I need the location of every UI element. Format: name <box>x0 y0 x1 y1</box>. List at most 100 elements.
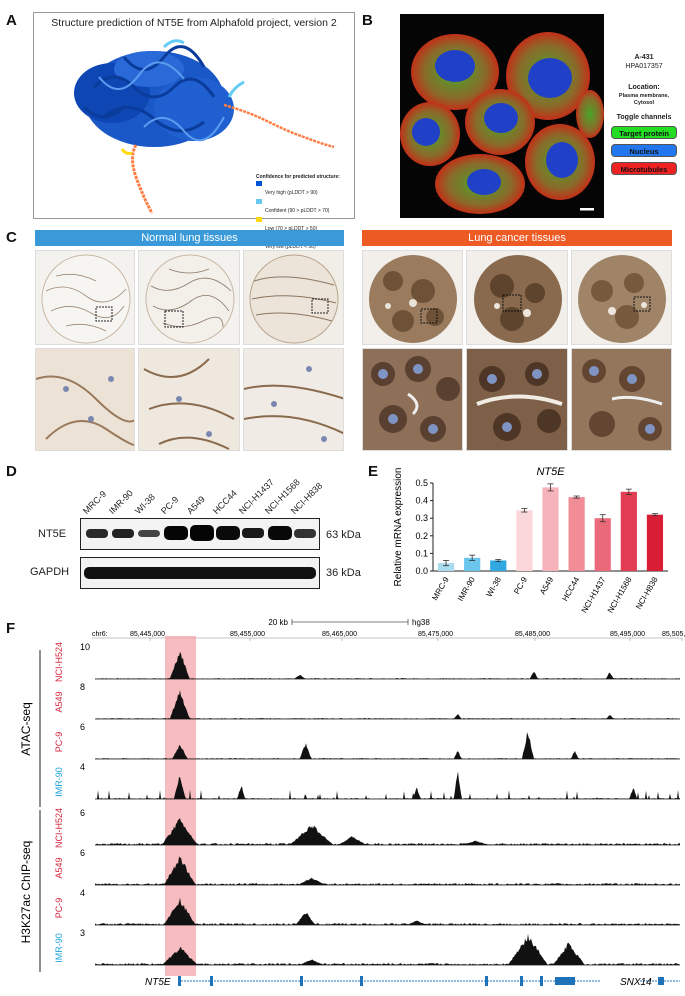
target-protein-toggle[interactable]: Target protein <box>611 126 677 139</box>
atac-seq-label: ATAC-seq <box>19 702 33 756</box>
legend-item: Low (70 > pLDDT > 50) <box>256 217 356 235</box>
track-cell-label: NCI-H524 <box>54 808 64 848</box>
track-cell-label: IMR-90 <box>54 767 64 797</box>
coordinate-label: 85,475,000 <box>418 631 453 638</box>
chart-title: NT5E <box>536 466 565 478</box>
gene-exon <box>555 977 575 985</box>
microtubules-toggle[interactable]: Microtubules <box>611 162 677 175</box>
gene-label-snx14: SNX14 <box>620 977 652 988</box>
tissue-zoom-image <box>243 348 344 451</box>
gene-exon <box>658 977 664 985</box>
blot-sample-label: MRC-9 <box>80 488 109 516</box>
nucleus-toggle[interactable]: Nucleus <box>611 144 677 157</box>
bar <box>516 510 533 571</box>
y-tick-label: 0.1 <box>415 548 428 558</box>
track-cell-label: A549 <box>54 857 64 878</box>
panel-e-label: E <box>368 463 379 480</box>
nt5e-blot <box>80 518 320 550</box>
y-tick-label: 0.4 <box>415 496 428 506</box>
track-max-label: 10 <box>80 642 90 652</box>
gene-exon <box>300 976 303 986</box>
y-axis-label: Relative mRNA expression <box>393 468 404 587</box>
x-tick-label: HCC44 <box>560 575 581 603</box>
legend-item: Very high (pLDDT > 90) <box>256 181 356 199</box>
cell-fluorescence <box>400 32 604 214</box>
track-cell-label: PC-9 <box>54 898 64 919</box>
y-tick-label: 0.2 <box>415 531 428 541</box>
coordinate-label: 85,505,000 <box>662 631 685 638</box>
blot-sample-label: HCC44 <box>210 488 239 516</box>
gene-exon <box>520 976 523 986</box>
bar <box>490 560 507 571</box>
location-label: Location: <box>628 84 660 91</box>
blot-size-label: 63 kDa <box>326 529 361 541</box>
blot-row-label: NT5E <box>38 528 67 540</box>
gene-exon <box>210 976 213 986</box>
alphafold-title: Structure prediction of NT5E from Alphaf… <box>51 17 337 29</box>
location-value: Plasma membrane, Cytosol <box>618 93 670 106</box>
track-cell-label: IMR-90 <box>54 933 64 963</box>
normal-tissue-header: Normal lung tissues <box>35 230 344 246</box>
tissue-core-image <box>362 250 463 345</box>
tissue-core-image <box>571 250 672 345</box>
track-cell-label: PC-9 <box>54 732 64 753</box>
coordinate-label: 85,445,000 <box>130 631 165 638</box>
track-max-label: 6 <box>80 722 85 732</box>
coordinate-label: 85,485,000 <box>515 631 550 638</box>
panel-b-label: B <box>362 12 373 29</box>
coordinate-label: 85,495,000 <box>610 631 645 638</box>
bar <box>646 514 664 571</box>
image-info-panel: A-431 HPA017357 Location: Plasma membran… <box>607 14 681 218</box>
cell-line-name: A-431 <box>634 54 654 61</box>
mrna-expression-chart: NT5E 0.0 0.1 0.2 0.3 0.4 0.5 Relative mRNA expr… <box>393 466 668 615</box>
genome-build-label: hg38 <box>412 618 430 627</box>
blot-sample-label: WI-38 <box>132 491 157 516</box>
cancer-tissue-header: Lung cancer tissues <box>362 230 672 246</box>
bar <box>464 557 481 571</box>
tissue-core-image <box>138 250 240 345</box>
track-cell-label: A549 <box>54 691 64 712</box>
x-tick-label: A549 <box>538 575 555 596</box>
legend-item: Confident (90 > pLDDT > 70) <box>256 199 356 217</box>
protein-structure-image <box>74 39 335 214</box>
legend-title: Confidence for predicted structure: <box>256 174 340 180</box>
track-max-label: 6 <box>80 808 85 818</box>
x-tick-label: WI-38 <box>485 575 504 598</box>
track-max-label: 8 <box>80 682 85 692</box>
x-tick-label: NCI-H838 <box>634 575 660 611</box>
gapdh-blot <box>80 557 320 589</box>
gene-exon <box>178 976 181 986</box>
signal-track <box>95 771 680 799</box>
panel-c-label: C <box>6 229 17 246</box>
gene-exon <box>360 976 363 986</box>
genome-browser: 20 kb hg38 chr6: 85,445,000 85,455,000 85,465… <box>19 618 685 988</box>
blot-sample-label: A549 <box>184 494 207 516</box>
x-tick-label: PC-9 <box>512 575 529 596</box>
gapdh-bands <box>84 567 316 579</box>
tissue-core-image <box>35 250 135 345</box>
x-tick-label: NCI-H1568 <box>606 575 634 615</box>
panel-a-label: A <box>6 12 17 29</box>
coordinate-label: 85,455,000 <box>230 631 265 638</box>
gene-label-nt5e: NT5E <box>145 977 171 988</box>
gene-exon <box>485 976 488 986</box>
bar <box>568 497 585 571</box>
panel-d-label: D <box>6 463 17 480</box>
alphafold-panel: Structure prediction of NT5E from Alphaf… <box>33 12 356 250</box>
x-tick-label: IMR-90 <box>456 575 477 603</box>
chip-seq-label: H3K27ac ChIP-seq <box>19 841 33 944</box>
gene-exon <box>540 976 543 986</box>
blot-sample-label: PC-9 <box>158 494 181 516</box>
scale-bar-label: 20 kb <box>268 618 288 627</box>
tissue-zoom-image <box>362 348 463 451</box>
track-max-label: 4 <box>80 888 85 898</box>
immunofluorescence-image <box>400 14 604 218</box>
panel-f-label: F <box>6 620 16 637</box>
blot-size-label: 36 kDa <box>326 567 361 579</box>
track-cell-label: NCI-H524 <box>54 642 64 682</box>
bar <box>594 518 611 571</box>
coordinate-label: 85,465,000 <box>322 631 357 638</box>
track-max-label: 3 <box>80 928 85 938</box>
signal-track <box>95 933 680 965</box>
tissue-zoom-image <box>35 348 135 451</box>
